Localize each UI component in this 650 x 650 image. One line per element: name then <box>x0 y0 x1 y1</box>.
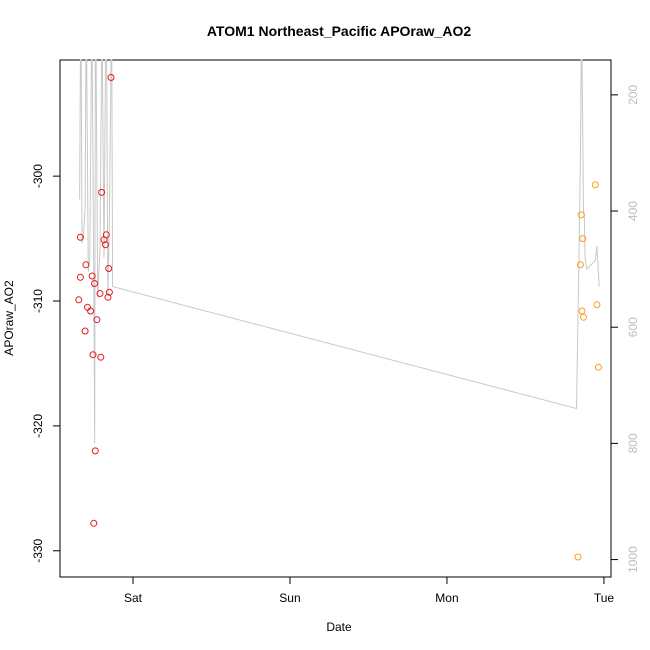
x-tick-label: Sun <box>279 591 300 605</box>
depth-series-line <box>79 59 600 444</box>
point-series1-16 <box>102 241 109 249</box>
point-series1-11 <box>89 351 97 359</box>
y2-tick-label: 1000 <box>626 546 640 573</box>
y-tick-label: -300 <box>31 164 45 188</box>
point-series2-3 <box>578 307 586 315</box>
y-tick-label: -330 <box>31 538 45 562</box>
point-series1-7 <box>87 307 95 315</box>
point-series2-5 <box>580 313 587 321</box>
point-series1-21 <box>91 447 99 455</box>
x-tick-label: Tue <box>594 591 615 605</box>
x-tick-label: Sat <box>124 591 143 605</box>
point-series1-12 <box>96 290 104 297</box>
point-series2-7 <box>593 301 601 309</box>
point-series1-9 <box>91 280 98 287</box>
point-series1-4 <box>82 261 90 269</box>
point-series1-6 <box>81 327 89 335</box>
y2-tick-label: 200 <box>626 85 640 105</box>
point-series1-14 <box>98 188 106 196</box>
x-axis-label: Date <box>326 620 352 634</box>
y2-tick-label: 400 <box>626 201 640 221</box>
y-axis-right: 200 400 600 800 1000 <box>610 85 640 573</box>
point-series1-0 <box>107 74 115 81</box>
y2-tick-label: 600 <box>626 317 640 337</box>
plot-frame <box>59 59 612 578</box>
point-series2-1 <box>576 261 584 269</box>
point-series1-1 <box>76 233 84 241</box>
x-tick-label: Mon <box>435 591 458 605</box>
point-series2-0 <box>574 553 582 561</box>
depth-line <box>79 59 600 444</box>
data-points <box>75 74 602 561</box>
y-axis-left: -300 -310 -320 -330 <box>31 164 61 563</box>
y2-tick-label: 800 <box>626 433 640 453</box>
point-series1-22 <box>90 519 98 527</box>
y-tick-label: -310 <box>31 289 45 313</box>
point-series2-2 <box>577 211 585 219</box>
chart-title: ATOM1 Northeast_Pacific APOraw_AO2 <box>207 23 471 39</box>
point-series1-17 <box>102 231 110 239</box>
point-series1-3 <box>75 296 83 304</box>
x-axis: Sat Sun Mon Tue <box>124 576 615 605</box>
y-axis-label: APOraw_AO2 <box>2 280 16 356</box>
point-series1-13 <box>97 353 105 361</box>
point-series1-2 <box>76 273 84 281</box>
point-series1-10 <box>93 316 101 324</box>
point-series2-4 <box>579 235 587 243</box>
point-series1-8 <box>88 272 96 280</box>
point-series1-19 <box>104 293 112 301</box>
point-series2-8 <box>594 363 602 371</box>
point-series2-6 <box>591 181 599 189</box>
point-series1-20 <box>105 288 113 296</box>
point-series1-18 <box>105 265 113 272</box>
y-tick-label: -320 <box>31 414 45 438</box>
